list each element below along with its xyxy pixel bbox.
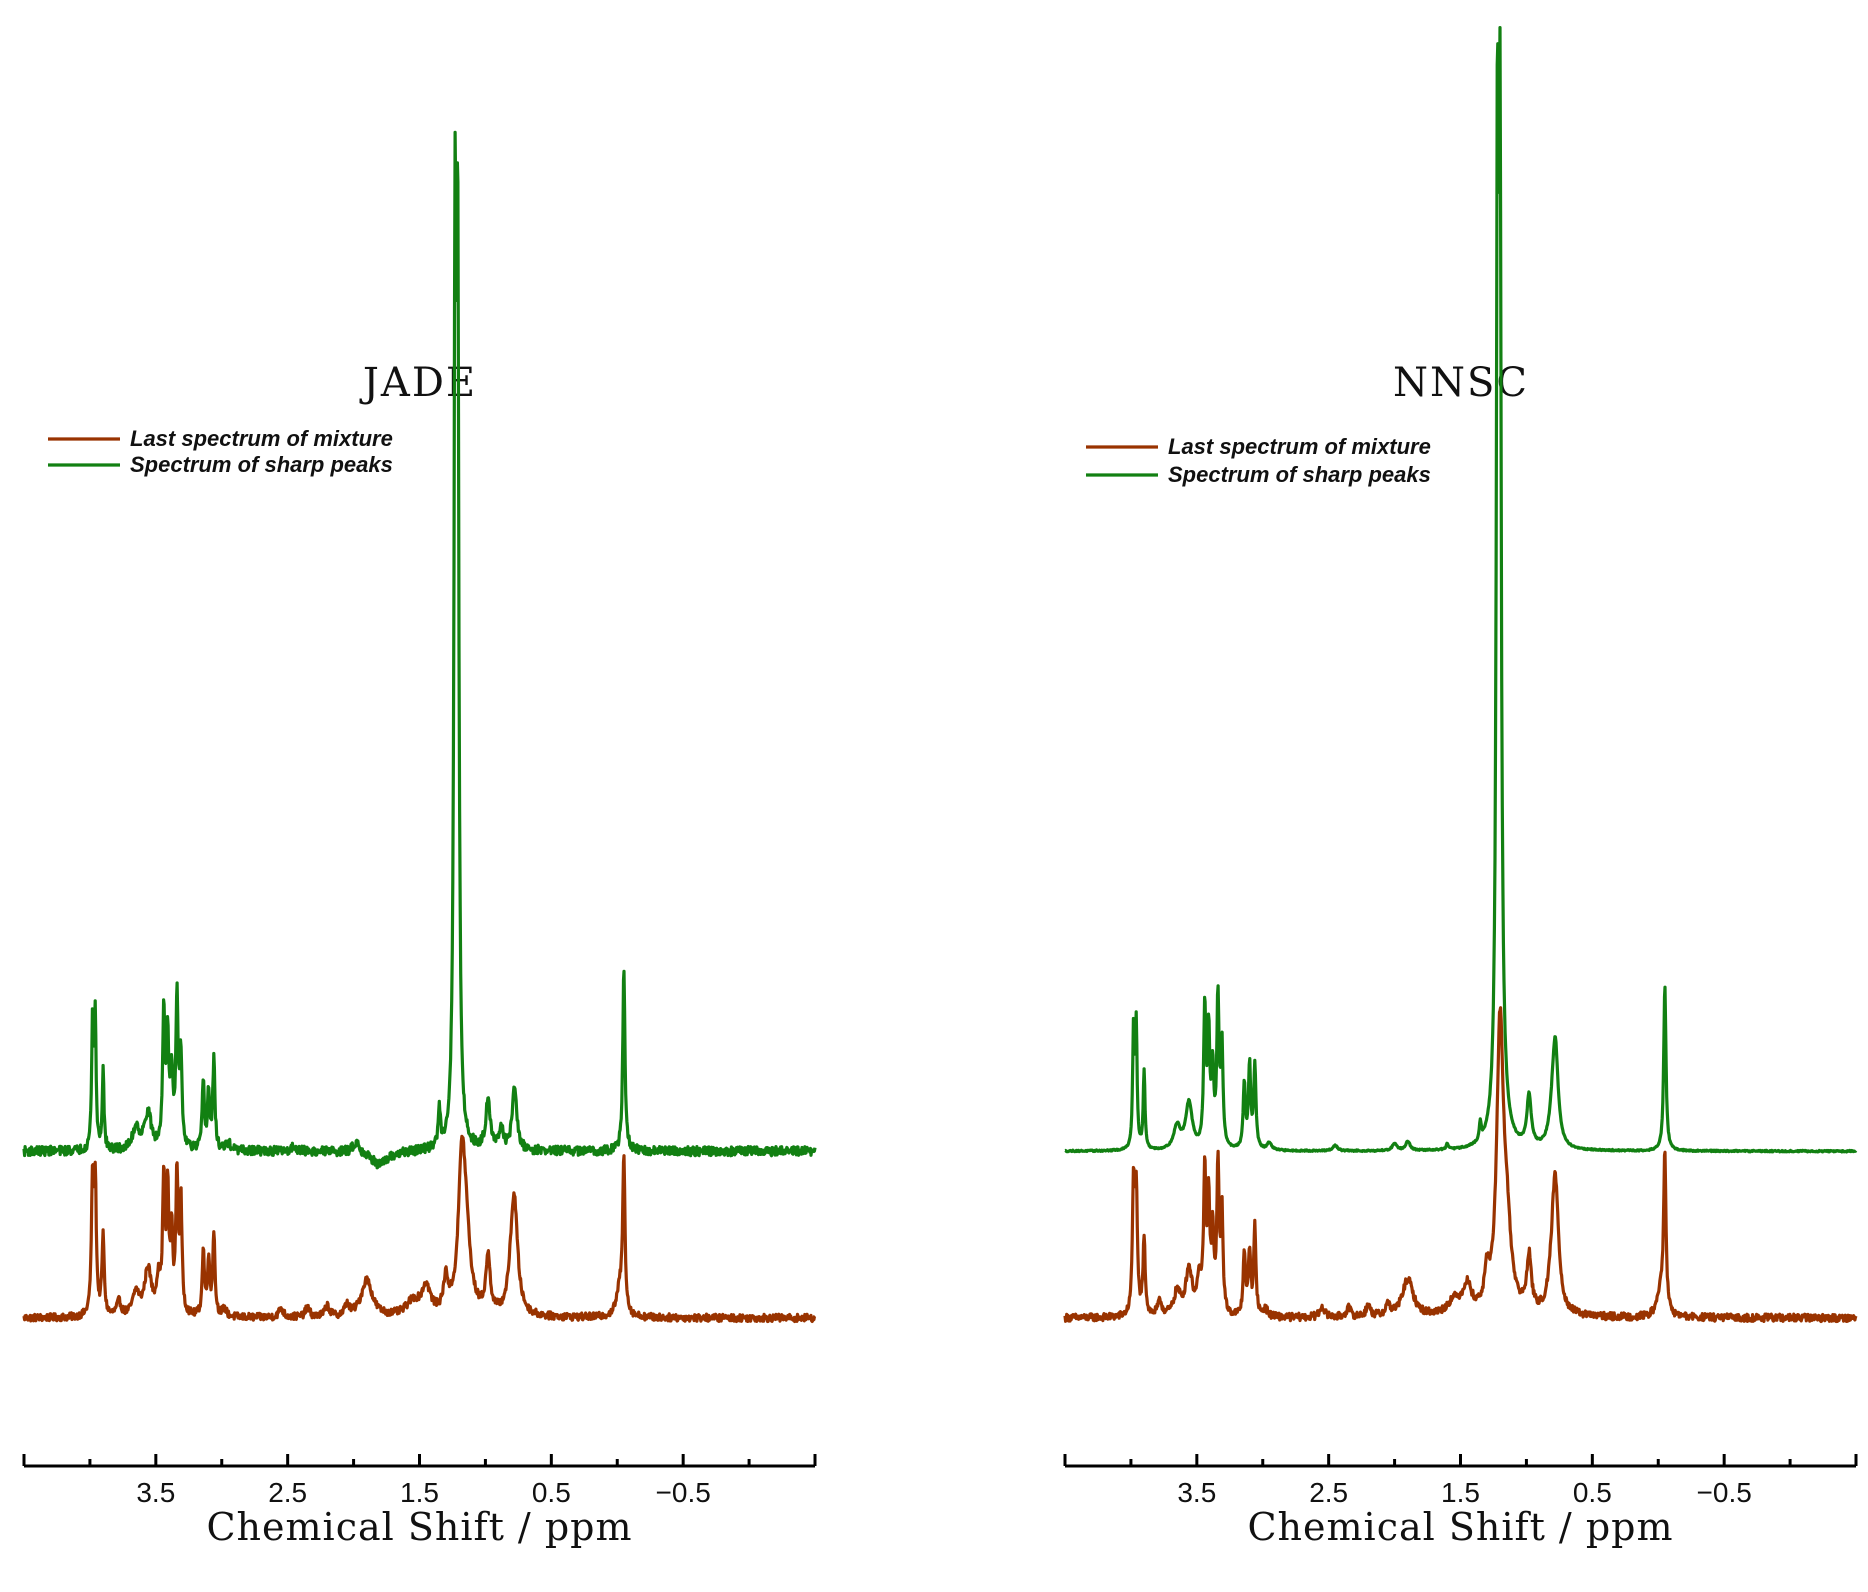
- x-axis-label: Chemical Shift / ppm: [206, 1505, 632, 1549]
- legend-label-sharp: Spectrum of sharp peaks: [1168, 462, 1431, 487]
- x-tick-label: 0.5: [532, 1477, 571, 1508]
- series-line-mixture: [22, 1134, 817, 1324]
- chart-title: NNSC: [1393, 360, 1529, 406]
- legend-label-sharp: Spectrum of sharp peaks: [130, 452, 393, 477]
- series-line-mixture: [1063, 1006, 1858, 1324]
- x-tick-label: 2.5: [1309, 1477, 1348, 1508]
- x-tick-label: 3.5: [1177, 1477, 1216, 1508]
- x-tick-label: 3.5: [136, 1477, 175, 1508]
- series-line-sharp: [22, 130, 817, 1170]
- x-tick-label: 0.5: [1573, 1477, 1612, 1508]
- legend-label-mixture: Last spectrum of mixture: [130, 426, 393, 451]
- legend-label-mixture: Last spectrum of mixture: [1168, 434, 1431, 459]
- chart-panel-nnsc: NNSC Last spectrum of mixture Spectrum of …: [1063, 26, 1858, 1549]
- x-tick-label: 1.5: [400, 1477, 439, 1508]
- x-tick-label: −0.5: [656, 1477, 711, 1508]
- x-axis-label: Chemical Shift / ppm: [1247, 1505, 1673, 1549]
- x-tick-label: 2.5: [268, 1477, 307, 1508]
- x-tick-label: 1.5: [1441, 1477, 1480, 1508]
- series-line-sharp: [1064, 26, 1858, 1154]
- x-tick-label: −0.5: [1697, 1477, 1752, 1508]
